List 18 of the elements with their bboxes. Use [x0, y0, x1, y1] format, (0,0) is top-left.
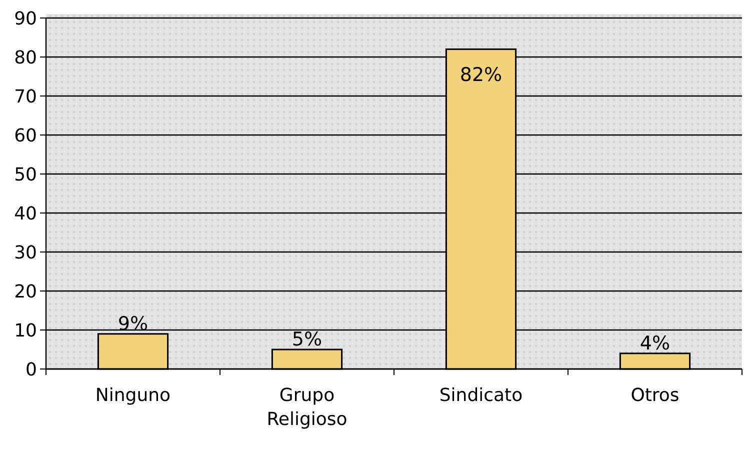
data-label: 82% — [460, 64, 502, 86]
y-tick-label: 90 — [14, 8, 37, 30]
x-tick-label: Ninguno — [95, 385, 171, 406]
x-tick-label: Grupo Religioso — [266, 385, 348, 430]
y-tick-label: 80 — [14, 47, 37, 68]
y-tick-label: 10 — [14, 320, 37, 342]
x-tick-label: Sindicato — [439, 385, 523, 406]
y-tick-label: 0 — [26, 359, 37, 380]
y-tick-label: 20 — [14, 281, 37, 302]
data-label: 5% — [292, 328, 322, 350]
y-tick-label: 40 — [14, 203, 37, 224]
data-label: 9% — [118, 312, 148, 335]
y-tick-label: 70 — [14, 86, 37, 108]
y-tick-label: 60 — [14, 125, 37, 146]
x-tick-label: Otros — [630, 385, 680, 406]
y-tick-label: 50 — [14, 164, 37, 186]
data-label: 4% — [640, 332, 670, 354]
y-tick-label: 30 — [14, 242, 37, 264]
